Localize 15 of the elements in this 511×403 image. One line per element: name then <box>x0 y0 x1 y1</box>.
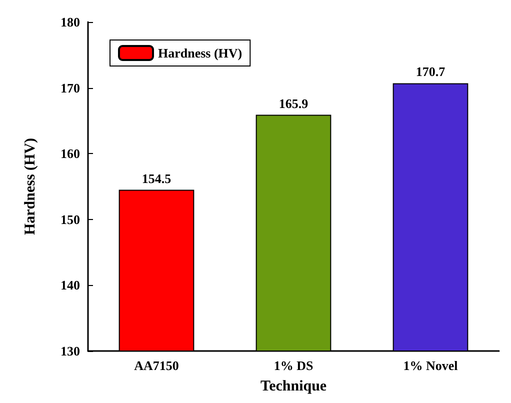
data-label: 165.9 <box>278 96 309 111</box>
y-tick-label: 140 <box>60 278 80 293</box>
x-axis-title: Technique <box>260 378 327 394</box>
legend-label: Hardness (HV) <box>158 46 242 60</box>
y-tick-label: 130 <box>60 344 80 358</box>
data-label: 154.5 <box>142 170 172 186</box>
x-tick-label: 1% DS <box>274 358 314 373</box>
y-tick-label: 170 <box>60 80 80 96</box>
y-tick-label: 160 <box>60 146 80 162</box>
y-axis-title: Hardness (HV) <box>22 138 38 236</box>
y-tick-label: 180 <box>60 14 80 30</box>
x-tick-label: 1% Novel <box>403 358 458 373</box>
data-label: 170.7 <box>416 64 446 80</box>
x-tick-label: AA7150 <box>134 358 179 373</box>
y-tick-label: 150 <box>60 212 80 227</box>
